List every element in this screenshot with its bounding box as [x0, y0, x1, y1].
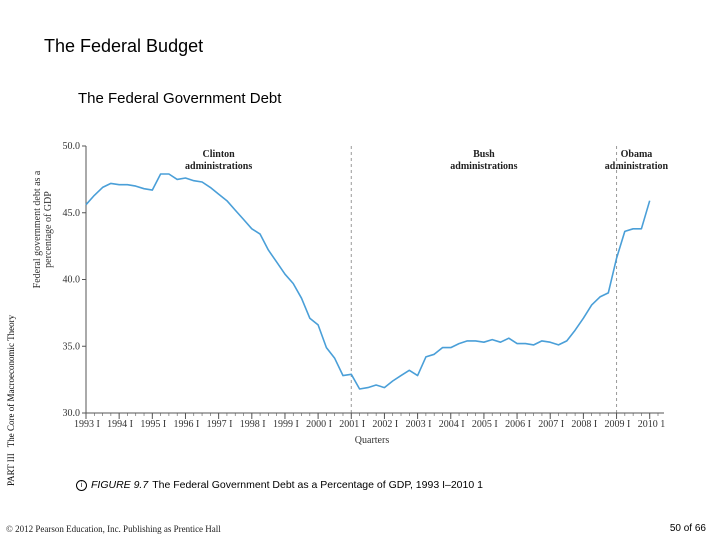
axes	[85, 146, 664, 414]
x-tick-label: 2007 I	[538, 419, 564, 430]
administration-labels: ClintonadministrationsBushadministration…	[185, 149, 669, 172]
figure-caption-text: The Federal Government Debt as a Percent…	[152, 479, 483, 491]
administration-label: Clinton	[203, 149, 236, 160]
x-tick-label: 2003 I	[406, 419, 432, 430]
administration-label: administration	[605, 161, 669, 172]
figure-number: FIGURE 9.7	[91, 479, 149, 491]
administration-label: Obama	[621, 149, 653, 160]
y-tick-label: 40.0	[63, 275, 81, 286]
administration-label: administrations	[450, 161, 517, 172]
y-tick-label: 50.0	[63, 141, 81, 152]
x-tick-label: 2010 1	[638, 419, 666, 430]
y-axis-label-line: percentage of GDP	[43, 191, 54, 268]
x-tick-label: 2004 I	[439, 419, 465, 430]
y-ticks: 30.0 35.0 40.0 45.0 50.0	[63, 141, 86, 419]
administration-label: administrations	[185, 161, 252, 172]
chart-subtitle: The Federal Government Debt	[78, 90, 282, 107]
x-tick-label: 2005 I	[472, 419, 498, 430]
x-tick-label: 1995 I	[140, 419, 166, 430]
administration-dividers	[350, 146, 618, 413]
x-tick-label: 2008 I	[571, 419, 597, 430]
y-tick-label: 30.0	[63, 408, 81, 419]
x-ticks: 1993 I 1994 I 1995 I 1996 I 1997 I 1998 I 1999…	[74, 413, 665, 430]
y-tick-label: 35.0	[63, 341, 81, 352]
administration-label: Bush	[473, 149, 495, 160]
y-axis-label-line: Federal government debt as a	[32, 170, 43, 288]
figure-caption: i FIGURE 9.7 The Federal Government Debt a…	[76, 479, 483, 491]
x-tick-label: 1999 I	[273, 419, 299, 430]
x-tick-label: 1997 I	[207, 419, 233, 430]
x-tick-label: 2002 I	[372, 419, 398, 430]
series	[85, 173, 651, 390]
y-tick-label: 45.0	[63, 208, 81, 219]
x-tick-label: 1994 I	[107, 419, 133, 430]
debt-series-line	[85, 173, 651, 390]
x-tick-label: 2006 I	[505, 419, 531, 430]
y-axis-label: Federal government debt as a percentage o…	[32, 170, 54, 288]
x-tick-label: 2009 I	[605, 419, 631, 430]
x-tick-label: 2000 I	[306, 419, 332, 430]
page-number: 50 of 66	[669, 523, 706, 534]
x-tick-label: 1993 I	[74, 419, 100, 430]
x-axis-label: Quarters	[355, 435, 390, 446]
slide-title: The Federal Budget	[44, 36, 204, 56]
info-icon[interactable]: i	[76, 479, 87, 491]
x-tick-label: 1996 I	[173, 419, 199, 430]
x-tick-label: 1998 I	[240, 419, 266, 430]
x-tick-label: 2001 I	[339, 419, 365, 430]
copyright-notice: © 2012 Pearson Education, Inc. Publishin…	[6, 524, 221, 534]
